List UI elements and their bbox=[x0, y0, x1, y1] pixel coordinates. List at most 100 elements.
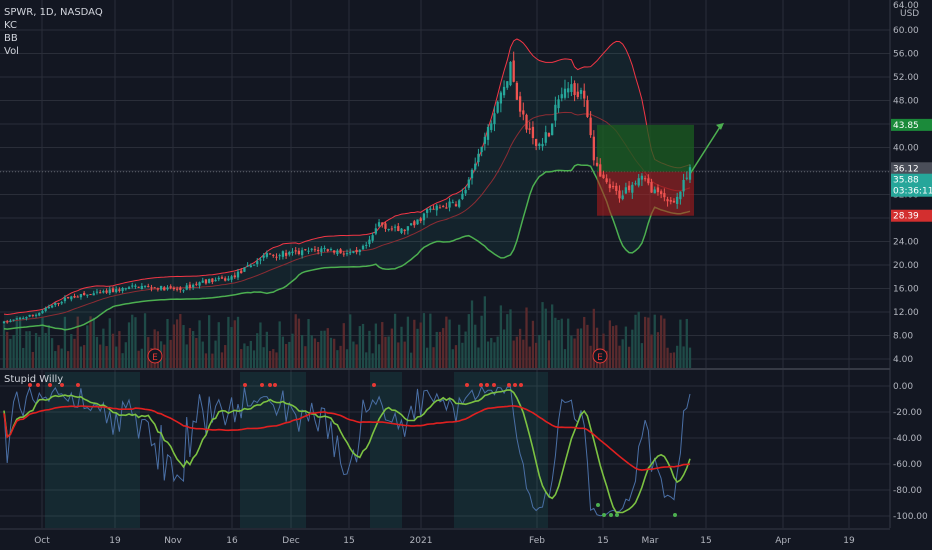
candle-body bbox=[377, 222, 381, 227]
volume-bar bbox=[300, 334, 304, 368]
volume-bar bbox=[172, 324, 176, 368]
candle-body bbox=[682, 179, 685, 192]
candle-body bbox=[416, 219, 419, 225]
volume-bar bbox=[191, 331, 195, 368]
earnings-marker bbox=[147, 348, 163, 364]
candle-body bbox=[333, 250, 336, 253]
volume-bar bbox=[310, 335, 313, 368]
volume-bar bbox=[413, 319, 416, 368]
indicator-label-vol: Vol bbox=[4, 46, 19, 57]
candle-body bbox=[611, 185, 615, 188]
volume-bar bbox=[589, 345, 592, 368]
candle-body bbox=[79, 294, 83, 298]
volume-bar bbox=[570, 335, 573, 368]
volume-bar bbox=[198, 320, 201, 368]
volume-bar bbox=[483, 296, 486, 368]
candle-body bbox=[653, 189, 656, 194]
candle-body bbox=[525, 114, 528, 130]
candle-body bbox=[515, 82, 519, 100]
willy-overbought-dot bbox=[507, 383, 511, 387]
volume-bar bbox=[506, 314, 509, 368]
candle-body bbox=[518, 96, 522, 112]
volume-bar bbox=[89, 316, 92, 368]
volume-bar bbox=[320, 330, 323, 368]
willy-overbought-dot bbox=[479, 383, 483, 387]
volume-bar bbox=[34, 333, 38, 368]
candle-body bbox=[339, 249, 342, 254]
candle-body bbox=[355, 249, 358, 253]
clipped-top-tick: 64.00 bbox=[893, 1, 919, 11]
volume-bar bbox=[467, 314, 470, 368]
price-label-box bbox=[891, 118, 932, 131]
volume-bar bbox=[544, 308, 547, 368]
volume-bar bbox=[304, 346, 307, 368]
volume-bar bbox=[358, 326, 361, 368]
volume-bar bbox=[28, 331, 31, 368]
time-tick-label: 19 bbox=[843, 536, 855, 546]
volume-bar bbox=[243, 343, 246, 368]
volume-bar bbox=[563, 349, 567, 368]
volume-bar bbox=[393, 313, 397, 368]
volume-bar bbox=[518, 328, 522, 368]
volume-bar bbox=[365, 352, 368, 368]
candle-body bbox=[281, 251, 285, 257]
volume-bar bbox=[2, 324, 6, 368]
volume-bar bbox=[99, 344, 102, 368]
symbol-title: SPWR, 1D, NASDAQ bbox=[4, 7, 103, 18]
candle-body bbox=[688, 167, 692, 180]
candle-body bbox=[185, 285, 188, 290]
volume-bar bbox=[188, 328, 192, 368]
volume-bar bbox=[554, 317, 557, 368]
volume-bar bbox=[272, 349, 275, 368]
candle-body bbox=[509, 61, 512, 86]
candle-body bbox=[342, 253, 345, 255]
price-label-text: 03:36:11 bbox=[893, 187, 932, 197]
volume-bar bbox=[538, 334, 541, 368]
willy-oversold-dot bbox=[596, 503, 600, 507]
candle-body bbox=[156, 288, 160, 290]
volume-bar bbox=[493, 342, 496, 368]
volume-bar bbox=[368, 330, 371, 368]
volume-bar bbox=[445, 316, 448, 368]
volume-bar bbox=[22, 347, 25, 368]
candle-body bbox=[89, 294, 92, 296]
candle-body bbox=[650, 182, 653, 193]
volume-bar bbox=[451, 349, 454, 368]
volume-bar bbox=[432, 347, 435, 368]
price-tick-label: 12.00 bbox=[893, 308, 919, 318]
candle-body bbox=[169, 286, 172, 288]
candle-body bbox=[329, 249, 333, 251]
candle-body bbox=[663, 193, 666, 198]
candle-body bbox=[595, 162, 599, 166]
candle-body bbox=[474, 163, 477, 170]
volume-bar bbox=[615, 325, 618, 368]
volume-bar bbox=[278, 321, 281, 368]
candle-body bbox=[313, 249, 317, 251]
volume-bar bbox=[281, 336, 285, 368]
willy-shade bbox=[454, 372, 548, 528]
candle-body bbox=[425, 209, 429, 213]
volume-bar bbox=[92, 317, 95, 368]
candle-body bbox=[554, 104, 557, 121]
earnings-marker-label: E bbox=[597, 353, 603, 363]
indicator-label-bb: BB bbox=[4, 33, 18, 44]
volume-bar bbox=[169, 339, 172, 368]
candle-body bbox=[121, 288, 124, 292]
candle-body bbox=[86, 294, 89, 296]
candle-body bbox=[560, 94, 563, 99]
volume-bar bbox=[50, 338, 54, 368]
candle-body bbox=[41, 310, 44, 314]
candle-body bbox=[147, 286, 150, 288]
candle-body bbox=[288, 252, 291, 255]
candle-body bbox=[6, 321, 9, 323]
volume-bar bbox=[175, 319, 179, 368]
candle-body bbox=[586, 100, 589, 117]
candle-body bbox=[284, 252, 288, 256]
candle-body bbox=[115, 289, 118, 292]
volume-bar bbox=[323, 330, 326, 368]
volume-bar bbox=[442, 328, 445, 368]
candles bbox=[2, 51, 692, 324]
volume-bar bbox=[688, 347, 692, 368]
